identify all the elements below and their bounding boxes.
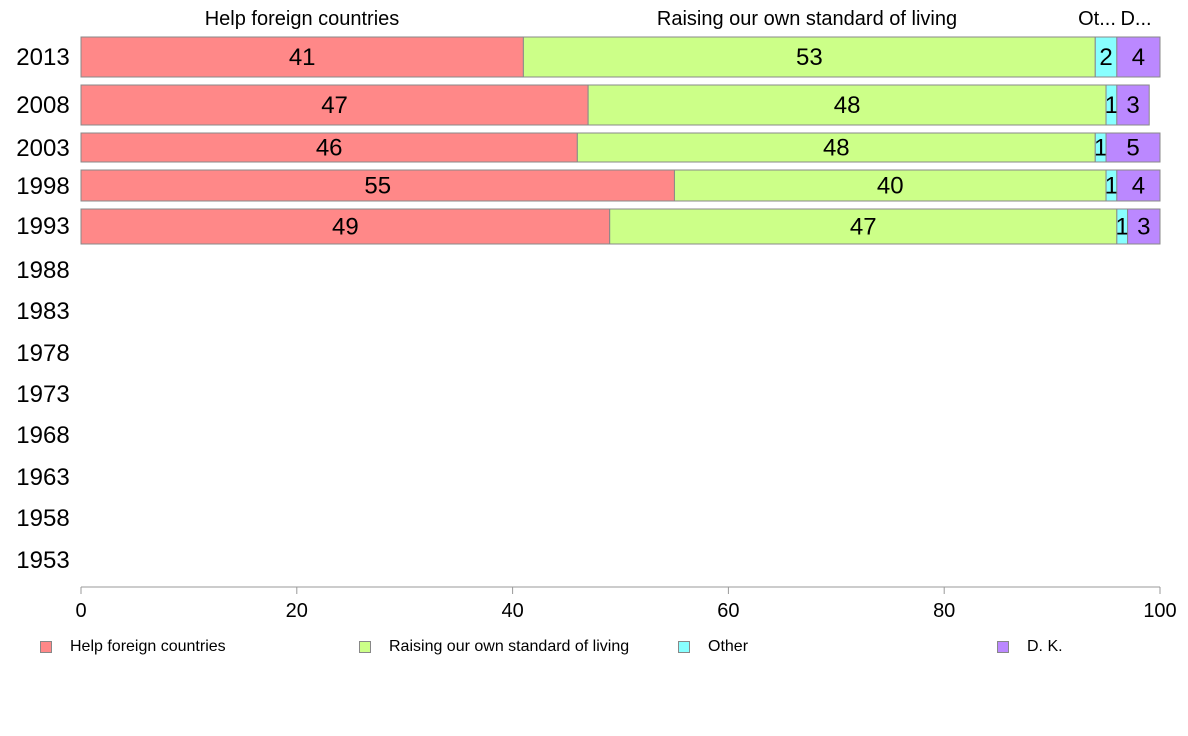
x-tick-label: 60 bbox=[717, 600, 739, 622]
year-label: 1978 bbox=[16, 340, 69, 367]
bar-segment bbox=[1127, 208, 1161, 245]
data-label: 1 bbox=[1116, 214, 1129, 241]
bars: 41 53 2 447 48 1 346 48 1 555 40 1 449 47 1 3 bbox=[80, 36, 1161, 245]
bar-segment bbox=[609, 208, 1118, 245]
year-label: 1973 bbox=[16, 381, 69, 408]
year-label: 2008 bbox=[16, 92, 69, 119]
legend-swatch bbox=[359, 641, 371, 653]
bar-segment bbox=[80, 84, 589, 126]
bar-segment bbox=[1116, 84, 1150, 126]
bar-segment bbox=[522, 36, 1096, 78]
data-label: 3 bbox=[1126, 92, 1139, 119]
year-label: 2003 bbox=[16, 135, 69, 162]
data-label: 5 bbox=[1126, 135, 1139, 162]
data-label: 3 bbox=[1137, 214, 1150, 241]
data-label: 47 bbox=[850, 214, 877, 241]
bar-segment bbox=[673, 169, 1107, 202]
bar-segment bbox=[587, 84, 1107, 126]
legend-label: D. K. bbox=[1027, 638, 1063, 655]
legend-item: Other bbox=[678, 638, 748, 656]
legend-label: Help foreign countries bbox=[70, 638, 226, 655]
year-label: 1963 bbox=[16, 464, 69, 491]
year-label: 1988 bbox=[16, 257, 69, 284]
data-label: 53 bbox=[796, 44, 823, 71]
legend-swatch bbox=[40, 641, 52, 653]
bar-segment bbox=[80, 36, 524, 78]
year-label: 1958 bbox=[16, 505, 69, 532]
x-axis: 0 20 40 60 80 100 bbox=[75, 586, 1177, 622]
column-headers: Help foreign countries Raising our own st… bbox=[205, 8, 1152, 30]
data-label: 55 bbox=[364, 173, 391, 200]
legend-item: Help foreign countries bbox=[40, 638, 226, 656]
bar-segment bbox=[576, 132, 1096, 163]
data-label: 1 bbox=[1105, 92, 1118, 119]
legend-label: Other bbox=[708, 638, 749, 655]
data-label: 47 bbox=[321, 92, 348, 119]
data-label: 1 bbox=[1105, 173, 1118, 200]
x-tick-label: 100 bbox=[1143, 600, 1176, 622]
legend: Help foreign countries Raising our own st… bbox=[0, 638, 1188, 664]
bar-segment bbox=[1105, 132, 1161, 163]
column-header: Raising our own standard of living bbox=[657, 8, 957, 30]
data-label: 46 bbox=[316, 135, 343, 162]
legend-item: Raising our own standard of living bbox=[359, 638, 629, 656]
data-label: 4 bbox=[1132, 44, 1145, 71]
legend-item: D. K. bbox=[997, 638, 1063, 656]
x-tick-label: 0 bbox=[75, 600, 86, 622]
year-label: 1953 bbox=[16, 547, 69, 574]
year-label: 2013 bbox=[16, 44, 69, 71]
year-label: 1993 bbox=[16, 213, 69, 240]
data-label: 2 bbox=[1099, 44, 1112, 71]
x-tick-label: 40 bbox=[501, 600, 523, 622]
year-label: 1998 bbox=[16, 173, 69, 200]
data-label: 4 bbox=[1132, 173, 1145, 200]
legend-swatch bbox=[997, 641, 1009, 653]
year-labels: 2013 2008 2003 1998 1993 1988 1983 1978 1973 1968… bbox=[16, 44, 69, 574]
data-label: 41 bbox=[289, 44, 316, 71]
bar-segment bbox=[1116, 36, 1161, 78]
bar-segment bbox=[1116, 169, 1161, 202]
x-tick-label: 20 bbox=[286, 600, 308, 622]
data-label: 40 bbox=[877, 173, 904, 200]
legend-swatch bbox=[678, 641, 690, 653]
year-label: 1968 bbox=[16, 422, 69, 449]
legend-label: Raising our own standard of living bbox=[389, 638, 630, 655]
column-header: D... bbox=[1120, 8, 1151, 30]
x-tick-label: 80 bbox=[933, 600, 955, 622]
data-label: 48 bbox=[834, 92, 861, 119]
bar-segment bbox=[80, 132, 578, 163]
data-label: 49 bbox=[332, 214, 359, 241]
data-label: 1 bbox=[1094, 135, 1107, 162]
data-label: 48 bbox=[823, 135, 850, 162]
year-label: 1983 bbox=[16, 298, 69, 325]
column-header: Help foreign countries bbox=[205, 8, 400, 30]
bar-segment bbox=[80, 208, 611, 245]
bar-segment bbox=[80, 169, 675, 202]
column-header: Ot... bbox=[1078, 8, 1116, 30]
